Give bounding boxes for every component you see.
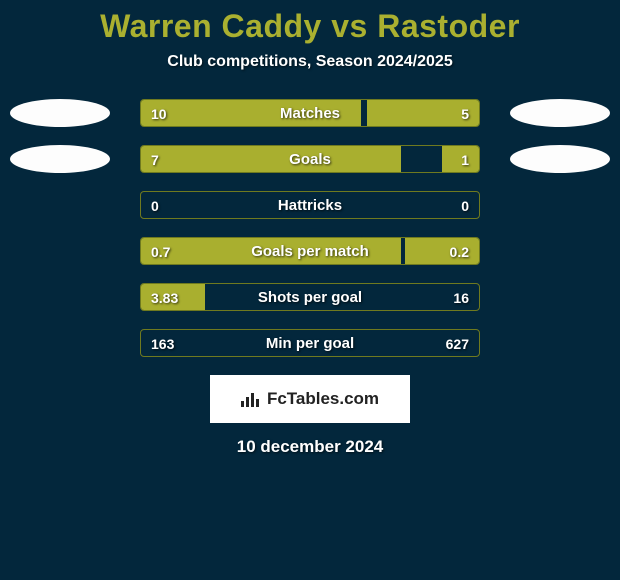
- comparison-infographic: Warren Caddy vs Rastoder Club competitio…: [0, 0, 620, 457]
- stat-bar-track: Goals71: [140, 145, 480, 173]
- title: Warren Caddy vs Rastoder: [0, 8, 620, 45]
- stat-bar-track: Shots per goal3.8316: [140, 283, 480, 311]
- stat-left-value: 163: [151, 330, 174, 357]
- player1-avatar: [10, 145, 110, 173]
- player1-name: Warren Caddy: [100, 8, 322, 44]
- stat-left-value: 0: [151, 192, 159, 219]
- stat-row: Hattricks0 0: [0, 191, 620, 219]
- subtitle: Club competitions, Season 2024/2025: [0, 53, 620, 71]
- stat-row: Goals per match0.70.2: [0, 237, 620, 265]
- stat-bar-right-fill: [442, 146, 479, 172]
- stats-rows: Matches105 Goals71 Hattricks0 0 Goals per ma…: [0, 99, 620, 357]
- stat-bar-track: Hattricks0 0: [140, 191, 480, 219]
- stat-row: Shots per goal3.8316: [0, 283, 620, 311]
- stat-label: Min per goal: [141, 330, 479, 357]
- player1-avatar: [10, 99, 110, 127]
- stat-bar-right-fill: [405, 238, 479, 264]
- stat-bar-left-fill: [141, 100, 361, 126]
- stat-bar-right-fill: [367, 100, 479, 126]
- player2-avatar: [510, 145, 610, 173]
- stat-bar-track: Matches105: [140, 99, 480, 127]
- stat-right-value: 627: [446, 330, 469, 357]
- bar-chart-icon: [241, 391, 261, 407]
- stat-row: Min per goal163 627: [0, 329, 620, 357]
- branding-text: FcTables.com: [267, 389, 379, 409]
- vs-label: vs: [331, 8, 368, 44]
- stat-bar-left-fill: [141, 284, 205, 310]
- stat-bar-track: Min per goal163 627: [140, 329, 480, 357]
- date-label: 10 december 2024: [0, 437, 620, 457]
- stat-row: Matches105: [0, 99, 620, 127]
- stat-bar-left-fill: [141, 146, 401, 172]
- player2-name: Rastoder: [377, 8, 520, 44]
- stat-bar-track: Goals per match0.70.2: [140, 237, 480, 265]
- stat-right-value: 0: [461, 192, 469, 219]
- player2-avatar: [510, 99, 610, 127]
- branding-badge: FcTables.com: [210, 375, 410, 423]
- stat-bar-left-fill: [141, 238, 401, 264]
- stat-label: Hattricks: [141, 192, 479, 219]
- stat-right-value: 16: [453, 284, 469, 311]
- stat-row: Goals71: [0, 145, 620, 173]
